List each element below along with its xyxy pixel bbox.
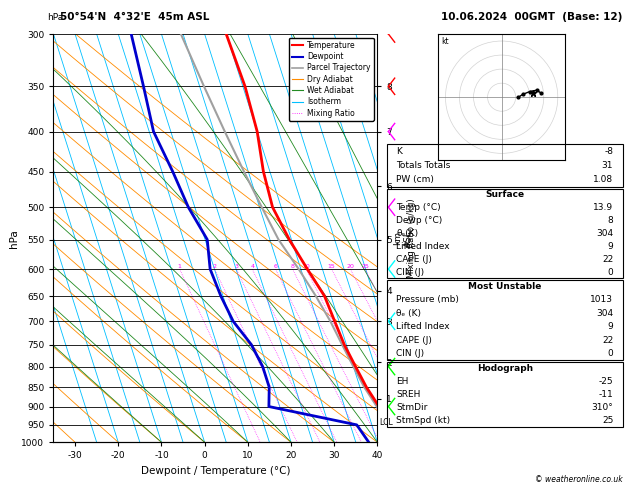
Text: 25: 25 — [361, 264, 369, 269]
Text: θₑ(K): θₑ(K) — [396, 229, 418, 238]
Text: -25: -25 — [599, 377, 613, 386]
Text: 22: 22 — [602, 255, 613, 264]
Text: CIN (J): CIN (J) — [396, 349, 425, 358]
Text: Hodograph: Hodograph — [477, 364, 533, 373]
Text: Surface: Surface — [485, 191, 525, 199]
X-axis label: Dewpoint / Temperature (°C): Dewpoint / Temperature (°C) — [141, 466, 290, 476]
Text: 1013: 1013 — [590, 295, 613, 305]
Text: CAPE (J): CAPE (J) — [396, 335, 432, 345]
Legend: Temperature, Dewpoint, Parcel Trajectory, Dry Adiabat, Wet Adiabat, Isotherm, Mi: Temperature, Dewpoint, Parcel Trajectory… — [289, 38, 374, 121]
Text: 9: 9 — [608, 242, 613, 251]
Text: PW (cm): PW (cm) — [396, 175, 434, 185]
Text: 0: 0 — [608, 349, 613, 358]
Text: hPa: hPa — [47, 13, 64, 21]
Text: 3: 3 — [234, 264, 238, 269]
Text: 8: 8 — [608, 216, 613, 225]
Text: 1: 1 — [178, 264, 182, 269]
Text: StmDir: StmDir — [396, 403, 428, 412]
Text: Lifted Index: Lifted Index — [396, 322, 450, 331]
Text: StmSpd (kt): StmSpd (kt) — [396, 416, 450, 425]
Text: Mixing Ratio (g/kg): Mixing Ratio (g/kg) — [408, 198, 416, 278]
Text: 310°: 310° — [591, 403, 613, 412]
Text: EH: EH — [396, 377, 409, 386]
Text: CAPE (J): CAPE (J) — [396, 255, 432, 264]
Text: 6: 6 — [274, 264, 277, 269]
Text: Temp (°C): Temp (°C) — [396, 203, 441, 212]
Text: 50°54'N  4°32'E  45m ASL: 50°54'N 4°32'E 45m ASL — [60, 12, 209, 22]
Text: -8: -8 — [604, 147, 613, 156]
Text: 1.08: 1.08 — [593, 175, 613, 185]
Y-axis label: km
ASL: km ASL — [394, 230, 413, 246]
Text: 304: 304 — [596, 309, 613, 318]
Text: 13.9: 13.9 — [593, 203, 613, 212]
Text: Pressure (mb): Pressure (mb) — [396, 295, 459, 305]
Text: 31: 31 — [602, 161, 613, 170]
Text: 304: 304 — [596, 229, 613, 238]
Text: LCL: LCL — [379, 417, 392, 427]
Text: θₑ (K): θₑ (K) — [396, 309, 421, 318]
Text: 0: 0 — [608, 268, 613, 277]
Text: Totals Totals: Totals Totals — [396, 161, 450, 170]
Y-axis label: hPa: hPa — [9, 229, 19, 247]
Text: SREH: SREH — [396, 390, 421, 399]
Text: -11: -11 — [599, 390, 613, 399]
Text: 22: 22 — [602, 335, 613, 345]
Text: 20: 20 — [347, 264, 354, 269]
Text: 10.06.2024  00GMT  (Base: 12): 10.06.2024 00GMT (Base: 12) — [442, 12, 623, 22]
Text: CIN (J): CIN (J) — [396, 268, 425, 277]
Text: 10: 10 — [303, 264, 310, 269]
Text: 9: 9 — [608, 322, 613, 331]
Text: kt: kt — [442, 37, 449, 46]
Text: 4: 4 — [250, 264, 254, 269]
Text: K: K — [396, 147, 402, 156]
Text: Dewp (°C): Dewp (°C) — [396, 216, 443, 225]
Text: © weatheronline.co.uk: © weatheronline.co.uk — [535, 474, 623, 484]
Text: Lifted Index: Lifted Index — [396, 242, 450, 251]
Text: 8: 8 — [291, 264, 294, 269]
Text: 2: 2 — [213, 264, 216, 269]
Text: Most Unstable: Most Unstable — [468, 282, 542, 291]
Text: 15: 15 — [328, 264, 335, 269]
Text: 25: 25 — [602, 416, 613, 425]
